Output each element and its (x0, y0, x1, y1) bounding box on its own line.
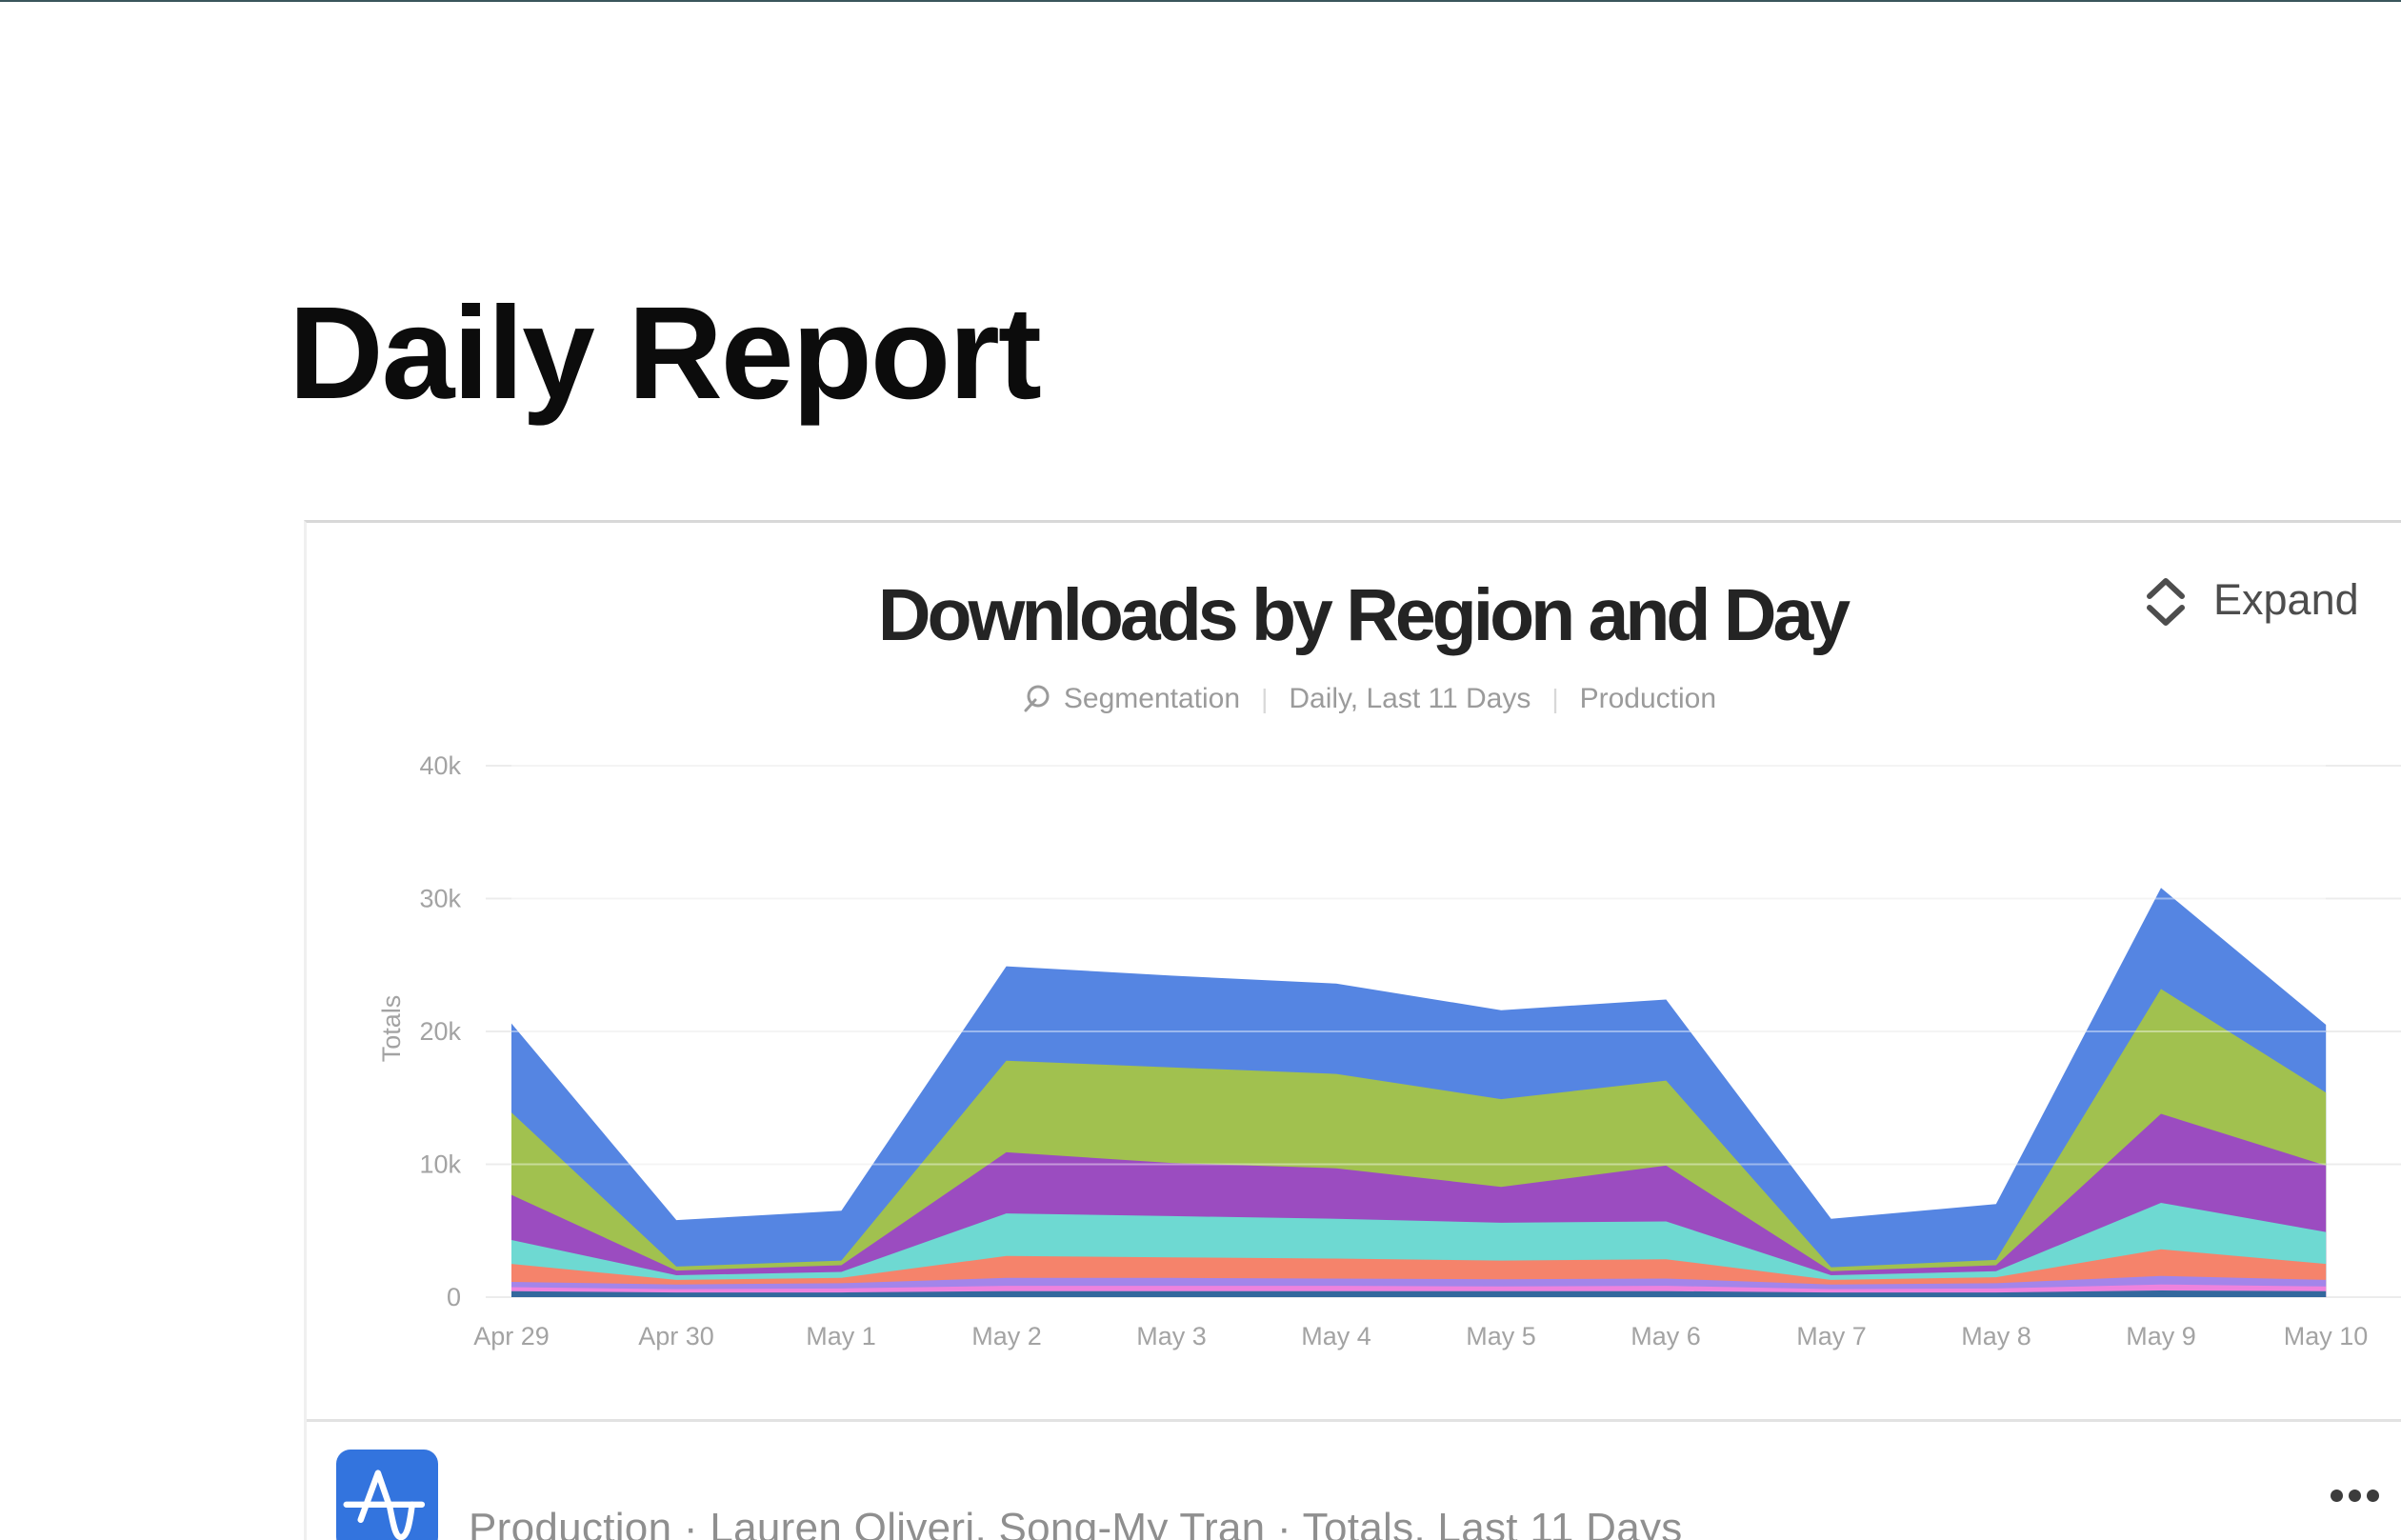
svg-text:May 9: May 9 (2126, 1322, 2196, 1350)
svg-text:10k: 10k (419, 1150, 461, 1179)
svg-text:May 10: May 10 (2284, 1322, 2369, 1350)
svg-text:Apr 29: Apr 29 (473, 1322, 550, 1350)
svg-text:May 4: May 4 (1301, 1322, 1371, 1350)
svg-text:20k: 20k (419, 1017, 461, 1046)
svg-text:May 5: May 5 (1466, 1322, 1536, 1350)
svg-text:30k: 30k (419, 885, 461, 913)
svg-text:0: 0 (447, 1283, 461, 1311)
svg-text:May 6: May 6 (1631, 1322, 1701, 1350)
svg-text:May 7: May 7 (1796, 1322, 1867, 1350)
svg-text:May 8: May 8 (1961, 1322, 2031, 1350)
svg-text:May 1: May 1 (806, 1322, 876, 1350)
svg-text:40k: 40k (419, 751, 461, 780)
svg-text:May 2: May 2 (971, 1322, 1042, 1350)
svg-text:Apr 30: Apr 30 (638, 1322, 714, 1350)
svg-text:May 3: May 3 (1136, 1322, 1207, 1350)
svg-text:Totals: Totals (377, 995, 406, 1063)
